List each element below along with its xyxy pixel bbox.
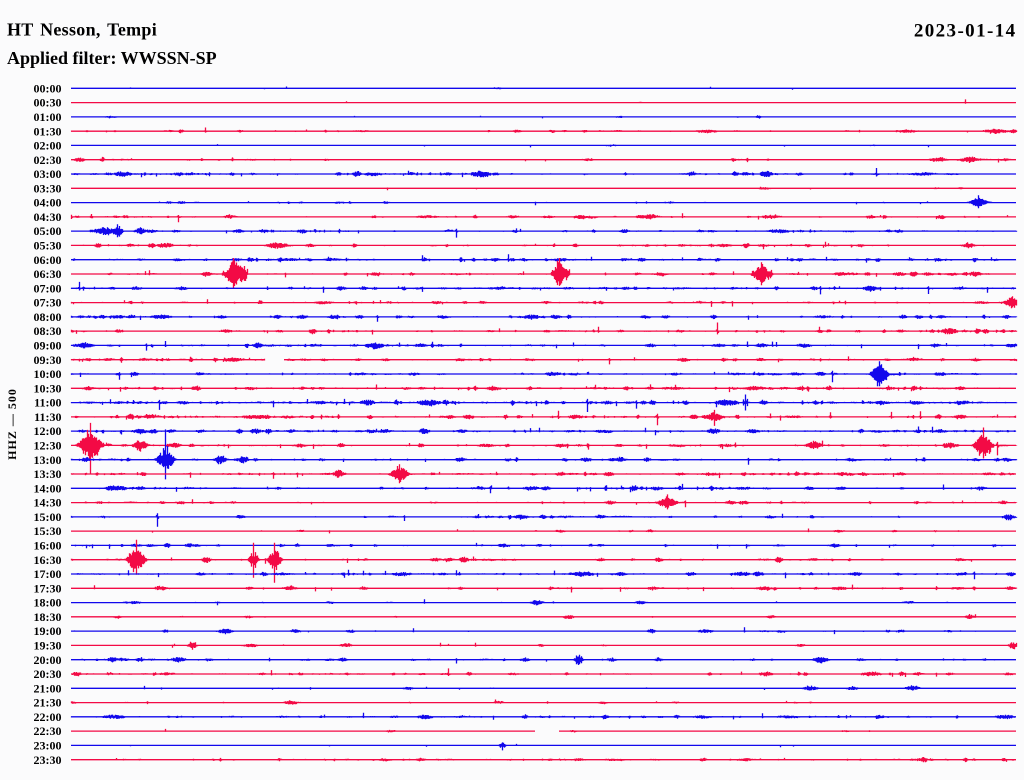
- svg-text:22:30: 22:30: [34, 724, 62, 738]
- svg-text:23:30: 23:30: [34, 753, 62, 767]
- svg-text:13:30: 13:30: [34, 467, 62, 481]
- svg-text:18:00: 18:00: [34, 596, 62, 610]
- svg-text:16:30: 16:30: [34, 553, 62, 567]
- svg-text:23:00: 23:00: [34, 739, 62, 753]
- svg-text:02:30: 02:30: [34, 153, 62, 167]
- svg-text:Applied filter: WWSSN-SP: Applied filter: WWSSN-SP: [7, 48, 217, 68]
- svg-text:2023-01-14: 2023-01-14: [914, 20, 1017, 41]
- svg-text:12:00: 12:00: [34, 424, 62, 438]
- svg-text:15:30: 15:30: [34, 524, 62, 538]
- svg-text:20:00: 20:00: [34, 653, 62, 667]
- svg-text:05:00: 05:00: [34, 224, 62, 238]
- svg-text:06:30: 06:30: [34, 267, 62, 281]
- svg-text:17:00: 17:00: [34, 567, 62, 581]
- svg-text:22:00: 22:00: [34, 710, 62, 724]
- svg-text:HHZ — 500: HHZ — 500: [5, 388, 19, 460]
- svg-text:11:30: 11:30: [34, 410, 61, 424]
- svg-text:09:30: 09:30: [34, 353, 62, 367]
- svg-text:15:00: 15:00: [34, 510, 62, 524]
- svg-text:09:00: 09:00: [34, 339, 62, 353]
- svg-text:07:30: 07:30: [34, 296, 62, 310]
- svg-text:19:30: 19:30: [34, 639, 62, 653]
- svg-text:04:30: 04:30: [34, 210, 62, 224]
- svg-text:03:30: 03:30: [34, 181, 62, 195]
- svg-text:12:30: 12:30: [34, 439, 62, 453]
- svg-text:01:00: 01:00: [34, 110, 62, 124]
- svg-text:08:00: 08:00: [34, 310, 62, 324]
- svg-text:14:30: 14:30: [34, 496, 62, 510]
- svg-text:10:00: 10:00: [34, 367, 62, 381]
- svg-text:21:00: 21:00: [34, 681, 62, 695]
- svg-text:05:30: 05:30: [34, 239, 62, 253]
- svg-text:03:00: 03:00: [34, 167, 62, 181]
- svg-text:07:00: 07:00: [34, 281, 62, 295]
- svg-text:10:30: 10:30: [34, 381, 62, 395]
- svg-text:17:30: 17:30: [34, 581, 62, 595]
- svg-text:13:00: 13:00: [34, 453, 62, 467]
- svg-text:16:00: 16:00: [34, 539, 62, 553]
- svg-text:11:00: 11:00: [34, 396, 61, 410]
- svg-text:08:30: 08:30: [34, 324, 62, 338]
- svg-text:02:00: 02:00: [34, 139, 62, 153]
- svg-text:HT Nesson, Tempi: HT Nesson, Tempi: [7, 20, 157, 40]
- svg-text:18:30: 18:30: [34, 610, 62, 624]
- svg-text:01:30: 01:30: [34, 124, 62, 138]
- svg-text:20:30: 20:30: [34, 667, 62, 681]
- svg-text:19:00: 19:00: [34, 624, 62, 638]
- svg-text:04:00: 04:00: [34, 196, 62, 210]
- svg-text:00:30: 00:30: [34, 96, 62, 110]
- svg-text:06:00: 06:00: [34, 253, 62, 267]
- svg-text:21:30: 21:30: [34, 696, 62, 710]
- svg-text:14:00: 14:00: [34, 481, 62, 495]
- svg-text:00:00: 00:00: [34, 81, 62, 95]
